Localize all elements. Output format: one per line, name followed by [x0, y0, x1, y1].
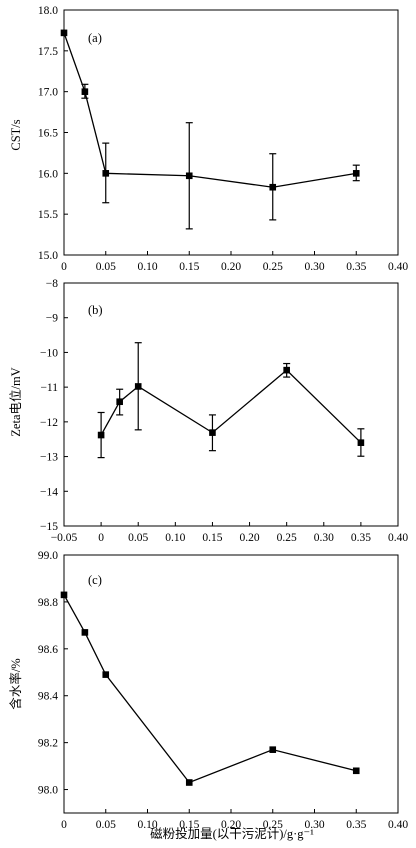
chart-a-y-tick-label: 17.5 [38, 46, 58, 58]
chart-c-y-tick-label: 98.2 [38, 738, 58, 750]
chart-c-xlabel: 磁粉投加量(以干污泥计)/g·g⁻¹ [150, 826, 314, 841]
chart-c-data-point [352, 767, 360, 775]
chart-b-x-tick-label: 0.35 [351, 532, 371, 544]
chart-b-plot-frame [63, 282, 399, 527]
chart-c-series-line [63, 594, 357, 784]
chart-b-y-tick-label: −13 [40, 452, 58, 464]
chart-b-data-point [357, 439, 365, 446]
chart-c-y-tick-label: 98.4 [38, 691, 58, 703]
chart-c-x-tick-label: 0.35 [346, 819, 366, 831]
chart-b-x-tick-label: 0.40 [388, 532, 408, 544]
chart-c-data-point [269, 746, 277, 753]
chart-c-data-point [102, 671, 110, 678]
chart-a-x-tick-label: 0.40 [388, 261, 408, 273]
chart-c-x-tick-label: 0.30 [304, 819, 324, 831]
chart-c-y-tick-label: 98.6 [38, 644, 58, 656]
chart-a-x-tick-label: 0.20 [221, 261, 241, 273]
chart-a-data-point [269, 183, 277, 191]
chart-c-plot-frame [63, 554, 399, 814]
chart-b-data-point [209, 429, 216, 436]
chart-a-y-tick-label: 17.0 [38, 87, 58, 99]
chart-c-y-tick-label: 99.0 [38, 550, 58, 562]
chart-a-y-tick-label: 15.5 [38, 209, 58, 221]
chart-b-y-tick-label: −8 [46, 278, 58, 290]
chart-a-y-tick-label: 18.0 [38, 5, 58, 17]
chart-b-series-line [100, 369, 362, 444]
chart-a-x-tick-label: 0.30 [304, 261, 324, 273]
chart-a: 0 0.05 0.10 0.15 0.20 0.25 0.30 0.35 0.40 15.0 15.… [9, 5, 408, 273]
chart-a-y-tick-label: 16.5 [38, 128, 58, 140]
chart-c: 0 0.05 0.10 0.15 0.20 0.25 0.30 0.35 0.40 98.0 98.… [8, 550, 408, 841]
chart-a-x-tick-label: 0 [61, 261, 67, 273]
chart-b-x-tick-label: 0.10 [165, 532, 185, 544]
chart-a-data-point [102, 170, 110, 177]
chart-a-plot: 0 0.05 0.10 0.15 0.20 0.25 0.30 0.35 0.40 15.0 15.… [38, 5, 408, 273]
chart-b-ylabel: Zeta电位/mV [8, 367, 23, 436]
chart-b-data-point [97, 431, 105, 439]
chart-a-y-tick-label: 15.0 [38, 250, 58, 262]
chart-c-plot: 0 0.05 0.10 0.15 0.20 0.25 0.30 0.35 0.40 98.0 98.… [38, 550, 408, 831]
chart-a-y-tick-label: 16.0 [38, 168, 58, 180]
chart-c-x-tick-label: 0.15 [179, 819, 199, 831]
chart-b-data-point [116, 398, 123, 406]
chart-b-x-tick-label: 0.30 [314, 532, 334, 544]
chart-b-data-point [283, 366, 290, 374]
chart-b-plot: −0.05 0 0.05 0.10 0.15 0.20 0.25 0.30 0.35 0.40 −8… [40, 278, 408, 544]
chart-b-x-tick-label: 0.20 [239, 532, 259, 544]
chart-b-y-tick-label: −10 [40, 347, 58, 359]
chart-a-x-tick-label: 0.15 [179, 261, 199, 273]
chart-a-data-point [81, 88, 89, 95]
chart-b-x-tick-label: −0.05 [51, 532, 78, 544]
chart-a-x-tick-label: 0.05 [96, 261, 116, 273]
chart-c-x-tick-label: 0.10 [137, 819, 157, 831]
chart-c-x-tick-label: 0 [61, 819, 67, 831]
chart-c-y-tick-label: 98.8 [38, 597, 58, 609]
chart-b-y-tick-label: −14 [40, 486, 58, 498]
chart-a-plot-frame [63, 9, 399, 256]
chart-c-x-tick-label: 0.20 [221, 819, 241, 831]
chart-c-data-point [60, 591, 68, 599]
chart-b-y-tick-label: −12 [40, 417, 58, 429]
chart-b: −0.05 0 0.05 0.10 0.15 0.20 0.25 0.30 0.35 0.40 −8… [8, 278, 408, 544]
chart-a-x-tick-label: 0.35 [346, 261, 366, 273]
chart-b-x-tick-label: 0.25 [277, 532, 297, 544]
chart-c-panel-label: (c) [88, 573, 102, 587]
chart-a-ylabel: CST/s [9, 119, 23, 150]
chart-a-x-tick-label: 0.25 [263, 261, 283, 273]
chart-a-data-point [185, 172, 193, 180]
chart-b-x-tick-label: 0 [98, 532, 104, 544]
chart-c-x-tick-label: 0.25 [263, 819, 283, 831]
chart-b-data-point [134, 383, 142, 390]
chart-b-panel-label: (b) [88, 303, 103, 317]
chart-b-y-tick-label: −11 [40, 382, 58, 394]
chart-b-x-tick-label: 0.15 [202, 532, 222, 544]
chart-b-y-tick-label: −15 [40, 521, 58, 533]
chart-c-x-tick-label: 0.40 [388, 819, 408, 831]
chart-a-x-tick-label: 0.10 [137, 261, 157, 273]
chart-c-data-point [81, 629, 89, 636]
chart-b-x-tick-label: 0.05 [128, 532, 148, 544]
chart-a-data-point [352, 170, 360, 177]
chart-c-x-tick-label: 0.05 [96, 819, 116, 831]
chart-c-ylabel: 含水率/% [8, 658, 23, 709]
chart-a-panel-label: (a) [88, 31, 102, 45]
chart-a-data-point [60, 29, 68, 37]
chart-c-y-tick-label: 98.0 [38, 785, 58, 797]
chart-b-y-tick-label: −9 [46, 313, 58, 325]
chart-a-series-line [63, 32, 357, 188]
chart-c-data-point [185, 779, 193, 786]
